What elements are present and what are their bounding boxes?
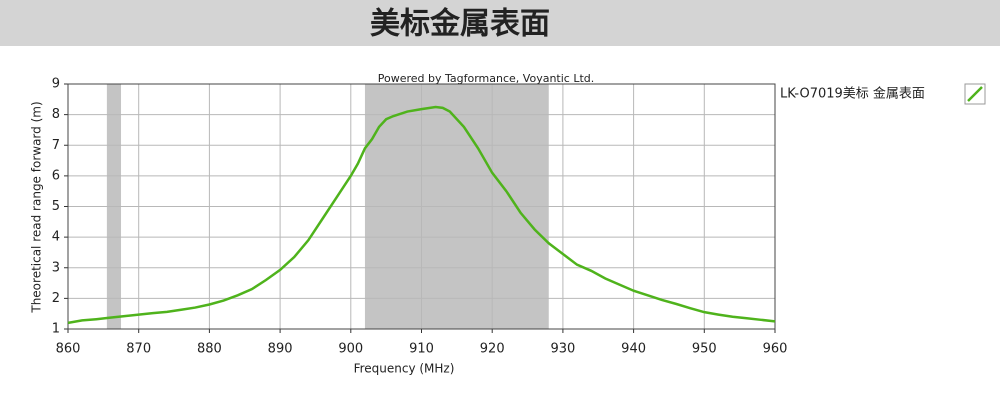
y-tick-label: 3 <box>52 260 60 275</box>
x-axis-label: Frequency (MHz) <box>354 362 455 376</box>
legend-label: LK-O7019美标 金属表面 <box>780 86 925 102</box>
y-axis-label: Theoretical read range forward (m) <box>30 101 44 313</box>
legend-swatch <box>967 86 983 102</box>
y-tick-label: 1 <box>52 322 60 337</box>
x-tick-label: 920 <box>480 342 505 357</box>
x-tick-label: 900 <box>338 342 363 357</box>
y-tick-label: 7 <box>52 138 60 153</box>
y-tick-label: 4 <box>52 230 60 245</box>
plot-border <box>67 83 776 330</box>
chart-subtitle: Powered by Tagformance, Voyantic Ltd. <box>378 72 595 85</box>
x-tick-label: 930 <box>550 342 575 357</box>
x-tick-label: 950 <box>692 342 717 357</box>
data-line <box>67 105 776 325</box>
chart-title: 美标金属表面 <box>370 7 550 42</box>
x-tick-label: 910 <box>409 342 434 357</box>
y-tick-label: 9 <box>52 77 60 92</box>
x-tick-label: 880 <box>197 342 222 357</box>
header-bar <box>0 0 1000 46</box>
x-tick-label: 870 <box>126 342 151 357</box>
y-tick-label: 6 <box>52 168 60 183</box>
y-tick-label: 2 <box>52 291 60 306</box>
x-tick-label: 960 <box>763 342 788 357</box>
x-tick-label: 890 <box>268 342 293 357</box>
y-tick-label: 5 <box>52 199 60 214</box>
y-tick-label: 8 <box>52 107 60 122</box>
x-tick-label: 860 <box>56 342 81 357</box>
x-tick-label: 940 <box>621 342 646 357</box>
